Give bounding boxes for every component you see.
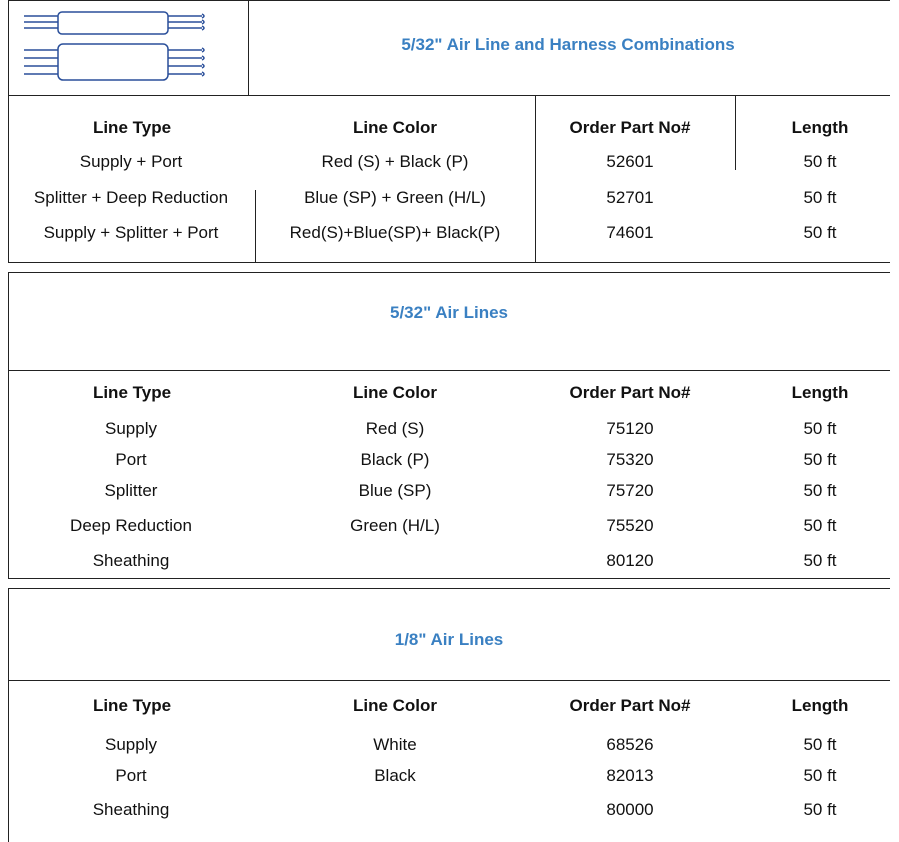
rule: [8, 262, 890, 263]
column-header: Line Type: [93, 118, 171, 138]
cell: Port: [115, 450, 146, 470]
rule: [735, 95, 736, 170]
rule: [8, 95, 890, 96]
cell: 75120: [606, 419, 653, 439]
cell: Deep Reduction: [70, 516, 192, 536]
cell: White: [373, 735, 416, 755]
column-header: Line Color: [353, 383, 437, 403]
table-title: 5/32" Air Line and Harness Combinations: [401, 35, 734, 55]
cell: 50 ft: [803, 481, 836, 501]
cell: 50 ft: [803, 223, 836, 243]
cell: 50 ft: [803, 516, 836, 536]
cell: 50 ft: [803, 450, 836, 470]
rule: [8, 0, 890, 1]
cell: Blue (SP): [359, 481, 432, 501]
cell: Supply: [105, 735, 157, 755]
cell: 74601: [606, 223, 653, 243]
column-header: Order Part No#: [570, 118, 691, 138]
cell: 82013: [606, 766, 653, 786]
cell: 50 ft: [803, 551, 836, 571]
rule: [8, 588, 9, 842]
cell: 50 ft: [803, 766, 836, 786]
column-header: Length: [792, 383, 849, 403]
column-header: Order Part No#: [570, 696, 691, 716]
column-header: Line Type: [93, 696, 171, 716]
cell: 75520: [606, 516, 653, 536]
column-header: Length: [792, 696, 849, 716]
cell: 75720: [606, 481, 653, 501]
cell: 80120: [606, 551, 653, 571]
table-title: 5/32" Air Lines: [390, 303, 508, 323]
cell: 52701: [606, 188, 653, 208]
column-header: Line Color: [353, 696, 437, 716]
rule: [248, 0, 249, 95]
rule: [8, 272, 890, 273]
cell: 50 ft: [803, 188, 836, 208]
cell: 50 ft: [803, 419, 836, 439]
column-header: Line Color: [353, 118, 437, 138]
cell: 50 ft: [803, 152, 836, 172]
rule: [8, 588, 890, 589]
cell: Black: [374, 766, 416, 786]
table-title: 1/8" Air Lines: [395, 630, 504, 650]
column-header: Line Type: [93, 383, 171, 403]
rule: [535, 95, 536, 262]
cell: Supply + Port: [80, 152, 183, 172]
rule: [8, 0, 9, 262]
rule: [8, 370, 890, 371]
cell: Black (P): [361, 450, 430, 470]
column-header: Order Part No#: [570, 383, 691, 403]
cell: Red (S) + Black (P): [322, 152, 469, 172]
column-header: Length: [792, 118, 849, 138]
rule: [8, 272, 9, 578]
cell: Splitter: [105, 481, 158, 501]
cell: 68526: [606, 735, 653, 755]
page: 5/32" Air Line and Harness Combinations L…: [0, 0, 899, 842]
cell: Red(S)+Blue(SP)+ Black(P): [290, 223, 501, 243]
cell: 50 ft: [803, 735, 836, 755]
cell: 50 ft: [803, 800, 836, 820]
cell: 80000: [606, 800, 653, 820]
cell: Green (H/L): [350, 516, 440, 536]
rule: [255, 190, 256, 262]
cell: Supply + Splitter + Port: [44, 223, 219, 243]
cell: Sheathing: [93, 800, 170, 820]
air-line-icon: [22, 10, 212, 82]
cell: 52601: [606, 152, 653, 172]
cell: Splitter + Deep Reduction: [34, 188, 228, 208]
cell: Supply: [105, 419, 157, 439]
cell: Sheathing: [93, 551, 170, 571]
rule: [8, 680, 890, 681]
cell: Port: [115, 766, 146, 786]
rule: [8, 578, 890, 579]
cell: Blue (SP) + Green (H/L): [304, 188, 486, 208]
cell: 75320: [606, 450, 653, 470]
cell: Red (S): [366, 419, 425, 439]
